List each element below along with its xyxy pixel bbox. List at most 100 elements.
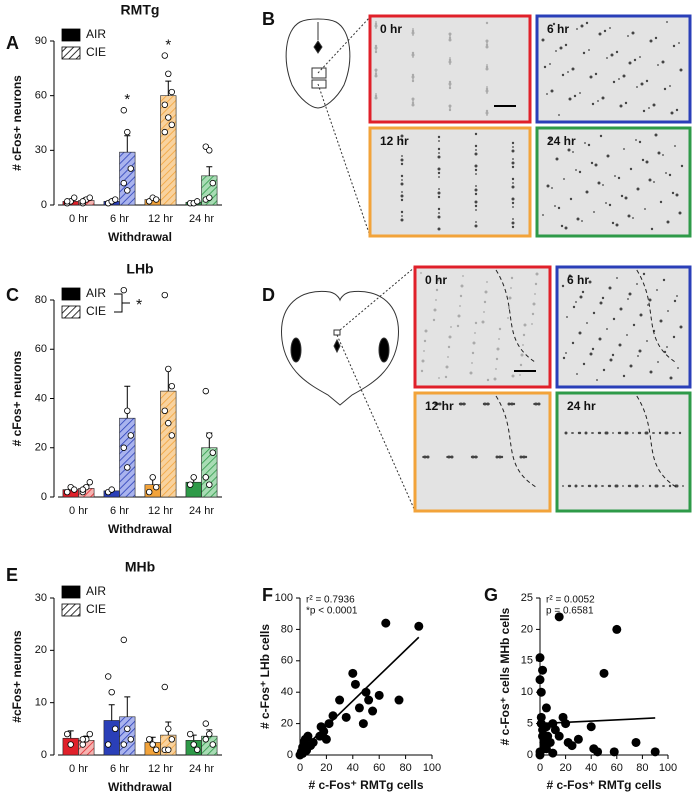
- cell-speck: [433, 308, 437, 312]
- cell-speck: [588, 484, 592, 488]
- cell-speck: [475, 185, 477, 187]
- cell-speck: [584, 142, 586, 144]
- data-point: [124, 128, 131, 136]
- legend-label: AIR: [86, 286, 106, 300]
- data-point: [206, 194, 213, 201]
- data-point: [341, 712, 351, 722]
- cell-speck: [579, 295, 583, 299]
- cell-speck: [400, 194, 404, 198]
- y-axis-label: # cFos+ neurons: [10, 75, 24, 171]
- cell-speck: [652, 103, 656, 107]
- cell-speck: [679, 68, 683, 72]
- cell-speck: [485, 43, 489, 47]
- data-point: [161, 101, 168, 108]
- data-point: [187, 481, 194, 488]
- cell-speck: [622, 485, 624, 487]
- cell-speck: [557, 206, 561, 210]
- cell-speck: [511, 149, 515, 153]
- cell-speck: [654, 36, 658, 40]
- cell-speck: [374, 74, 378, 78]
- cell-speck: [590, 161, 594, 165]
- y-tick-label: 0: [527, 749, 533, 761]
- cell-speck: [507, 317, 509, 319]
- cell-speck: [670, 111, 674, 115]
- cell-speck: [605, 431, 609, 435]
- micrograph: [368, 126, 532, 238]
- cell-speck: [400, 198, 404, 202]
- data-point: [146, 736, 153, 743]
- cell-speck: [471, 351, 475, 355]
- y-tick-label: 15: [521, 655, 533, 667]
- cell-speck: [374, 72, 378, 76]
- cell-speck: [438, 176, 440, 178]
- cell-speck: [438, 140, 440, 142]
- cell-speck: [485, 109, 489, 113]
- cell-speck: [581, 220, 583, 222]
- cell-speck: [512, 182, 514, 184]
- data-point: [127, 432, 134, 439]
- data-point: [71, 486, 78, 493]
- cell-speck: [645, 160, 649, 164]
- cell-speck: [585, 190, 589, 194]
- fit-line: [539, 717, 656, 725]
- cell-speck: [599, 134, 603, 138]
- brain-schematic-d: [281, 266, 416, 512]
- data-point: [161, 407, 168, 415]
- legend-label: AIR: [86, 584, 106, 598]
- legend-label: AIR: [86, 27, 106, 41]
- cell-speck: [485, 87, 489, 91]
- cell-speck: [412, 28, 414, 30]
- cell-speck: [484, 290, 488, 294]
- cell-speck: [437, 135, 441, 139]
- cell-speck: [448, 60, 452, 64]
- cell-speck: [448, 108, 452, 112]
- cell-speck: [561, 73, 565, 77]
- x-tick-label: 24 hr: [189, 505, 214, 517]
- y-tick-label: 0: [41, 491, 47, 503]
- cell-speck: [437, 207, 441, 211]
- stat-text: *p < 0.0001: [306, 606, 358, 617]
- micrograph: [413, 391, 552, 513]
- cell-speck: [535, 272, 539, 276]
- cell-speck: [606, 328, 608, 330]
- data-point: [79, 198, 86, 205]
- cell-speck: [448, 335, 452, 339]
- cell-speck: [474, 332, 476, 334]
- cell-speck: [437, 171, 441, 175]
- panel-label: G: [484, 585, 498, 605]
- micrograph: [555, 391, 692, 513]
- cell-speck: [594, 484, 598, 488]
- x-tick-label: 100: [423, 762, 441, 774]
- panel-label: B: [262, 9, 275, 29]
- cell-speck: [476, 456, 478, 458]
- data-point: [153, 746, 160, 753]
- data-point: [202, 720, 209, 727]
- cell-speck: [642, 272, 646, 276]
- cell-speck: [569, 197, 573, 201]
- cell-speck: [659, 319, 663, 323]
- cell-speck: [512, 218, 514, 220]
- cell-speck: [474, 200, 478, 204]
- chart-title: LHb: [126, 261, 153, 277]
- y-tick-label: 60: [35, 343, 47, 355]
- micrograph: [413, 265, 552, 389]
- data-point: [593, 747, 603, 757]
- cell-speck: [548, 137, 552, 141]
- y-tick-label: 60: [281, 655, 293, 667]
- error-bar: [124, 135, 131, 153]
- cell-speck: [563, 178, 565, 180]
- cell-speck: [642, 485, 644, 487]
- data-point: [354, 703, 364, 713]
- cell-speck: [614, 175, 616, 177]
- cell-speck: [485, 39, 489, 43]
- cell-speck: [628, 61, 632, 65]
- data-point: [127, 165, 134, 172]
- cell-speck: [519, 363, 523, 367]
- cell-speck: [602, 184, 604, 186]
- data-point: [153, 483, 160, 491]
- data-point: [86, 730, 93, 738]
- cell-speck: [511, 197, 515, 201]
- cell-speck: [661, 60, 665, 64]
- cell-speck: [437, 167, 441, 171]
- data-point: [328, 711, 338, 721]
